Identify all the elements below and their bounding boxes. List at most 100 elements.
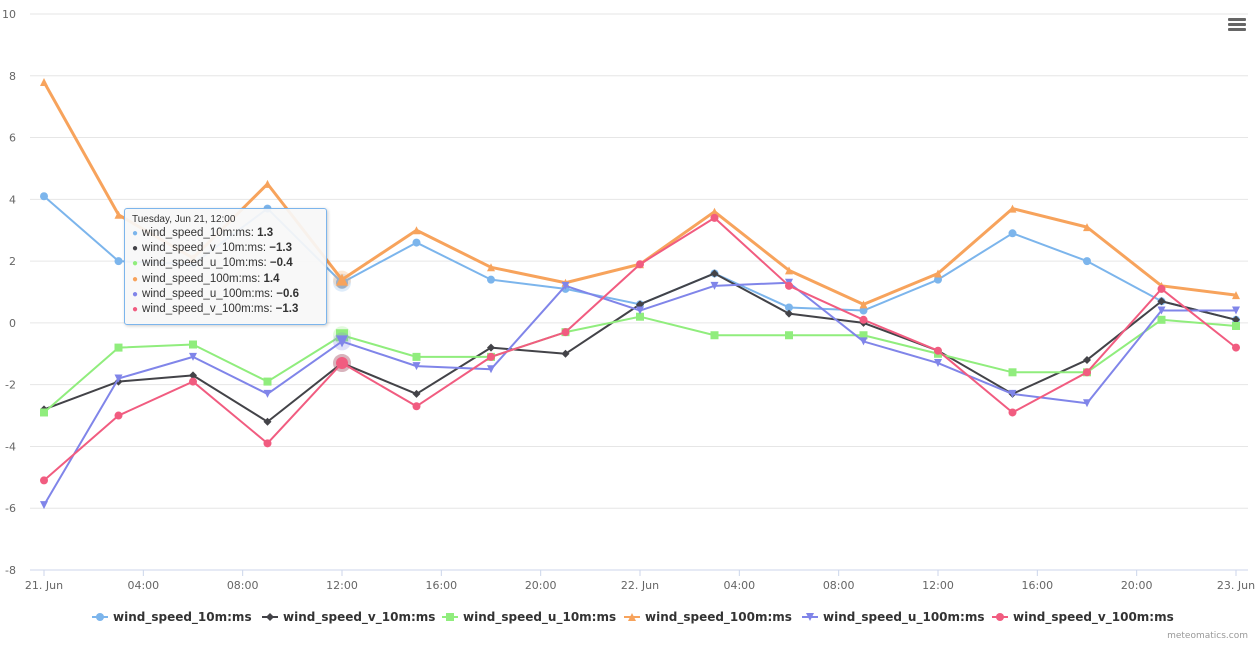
- y-tick-label: 8: [9, 70, 16, 83]
- data-point: [336, 357, 348, 370]
- data-point: [1232, 291, 1240, 300]
- tooltip-header: Tuesday, Jun 21, 12:00: [132, 214, 236, 225]
- x-tick-label: 16:00: [1021, 579, 1053, 592]
- data-point: [1157, 306, 1166, 315]
- data-point: [934, 346, 942, 355]
- data-point: [487, 365, 495, 374]
- data-point: [1157, 284, 1166, 293]
- legend-label: wind_speed_10m:ms: [113, 610, 252, 625]
- data-point: [1157, 297, 1166, 306]
- data-point: [561, 349, 570, 358]
- data-point: [785, 281, 793, 290]
- y-tick-label: 10: [2, 8, 16, 21]
- hamburger-menu-icon[interactable]: [1228, 18, 1246, 34]
- data-point: [561, 328, 570, 337]
- data-point: [710, 331, 719, 340]
- series-line: [43, 315, 1237, 414]
- data-point: [859, 315, 868, 324]
- data-point: [336, 273, 348, 286]
- legend-marker: [96, 613, 104, 621]
- legend-item[interactable]: wind_speed_v_10m:ms: [262, 610, 435, 625]
- y-tick-label: -6: [5, 502, 16, 515]
- data-point: [412, 226, 421, 235]
- data-point: [40, 476, 48, 485]
- x-tick-label: 22. Jun: [621, 579, 659, 592]
- data-point: [1232, 343, 1240, 352]
- data-point: [1232, 321, 1240, 330]
- data-point: [636, 312, 644, 321]
- data-point: [1008, 389, 1017, 398]
- y-tick-label: -4: [5, 440, 16, 453]
- x-tick-label: 08:00: [227, 579, 259, 592]
- legend-marker: [446, 613, 454, 621]
- y-tick-label: -2: [5, 379, 16, 392]
- data-point: [636, 306, 644, 315]
- data-point: [189, 352, 197, 361]
- x-tick-label: 23. Jun: [1217, 579, 1255, 592]
- tooltip-row: ● wind_speed_10m:ms: 1.3: [132, 227, 274, 239]
- data-point: [561, 281, 570, 290]
- tooltip-row: ● wind_speed_100m:ms: 1.4: [132, 272, 280, 285]
- legend-item[interactable]: wind_speed_u_10m:ms: [442, 610, 616, 625]
- credits-link[interactable]: meteomatics.com: [1167, 631, 1248, 641]
- legend-marker: [628, 613, 636, 621]
- data-point: [1008, 204, 1017, 213]
- data-point: [114, 374, 123, 383]
- legend-marker: [806, 613, 814, 621]
- data-point: [487, 275, 495, 284]
- legend-label: wind_speed_v_10m:ms: [283, 610, 435, 625]
- x-tick-label: 04:00: [723, 579, 755, 592]
- series-wind-speed-v-100m-ms: [40, 213, 1240, 485]
- data-point: [189, 371, 197, 380]
- data-point: [114, 257, 123, 266]
- legend-marker: [266, 613, 274, 621]
- data-point: [263, 417, 272, 426]
- data-point: [189, 340, 197, 349]
- y-tick-label: -8: [5, 564, 16, 577]
- legend-item[interactable]: wind_speed_100m:ms: [624, 610, 792, 625]
- data-point: [859, 337, 868, 346]
- data-point: [40, 192, 48, 201]
- data-point: [1083, 257, 1091, 266]
- tooltip: Tuesday, Jun 21, 12:00 ● wind_speed_10m:m…: [124, 208, 327, 325]
- tooltip-row: ● wind_speed_v_100m:ms: −1.3: [132, 303, 299, 316]
- x-tick-label: 04:00: [127, 579, 159, 592]
- data-point: [263, 179, 272, 188]
- legend-item[interactable]: wind_speed_10m:ms: [92, 610, 252, 625]
- data-point: [1157, 315, 1166, 324]
- legend-label: wind_speed_100m:ms: [645, 610, 792, 625]
- x-tick-label: 08:00: [823, 579, 855, 592]
- data-point: [934, 275, 942, 284]
- data-point: [1083, 355, 1091, 364]
- x-tick-label: 20:00: [525, 579, 557, 592]
- data-point: [336, 335, 348, 348]
- data-point: [114, 411, 123, 420]
- data-point: [263, 377, 272, 386]
- data-point: [785, 266, 793, 275]
- x-tick-label: 21. Jun: [25, 579, 63, 592]
- data-point: [40, 501, 48, 510]
- data-point: [859, 331, 868, 340]
- data-point: [934, 359, 942, 368]
- y-tick-label: 6: [9, 132, 16, 145]
- legend-item[interactable]: wind_speed_v_100m:ms: [992, 610, 1174, 625]
- data-point: [487, 352, 495, 361]
- data-point: [263, 439, 272, 448]
- legend-item[interactable]: wind_speed_u_100m:ms: [802, 610, 984, 625]
- data-point: [114, 343, 123, 352]
- data-point: [1008, 229, 1017, 238]
- x-tick-label: 20:00: [1121, 579, 1153, 592]
- data-point: [710, 281, 719, 290]
- data-point: [412, 238, 421, 247]
- data-point: [1232, 306, 1240, 315]
- data-point: [263, 389, 272, 398]
- data-point: [710, 213, 719, 222]
- x-tick-label: 16:00: [425, 579, 457, 592]
- data-point: [785, 303, 793, 312]
- data-point: [1232, 315, 1240, 324]
- data-point: [114, 210, 123, 219]
- tooltip-row: ● wind_speed_u_10m:ms: −0.4: [132, 257, 293, 270]
- data-point: [710, 269, 719, 278]
- data-point: [859, 306, 868, 315]
